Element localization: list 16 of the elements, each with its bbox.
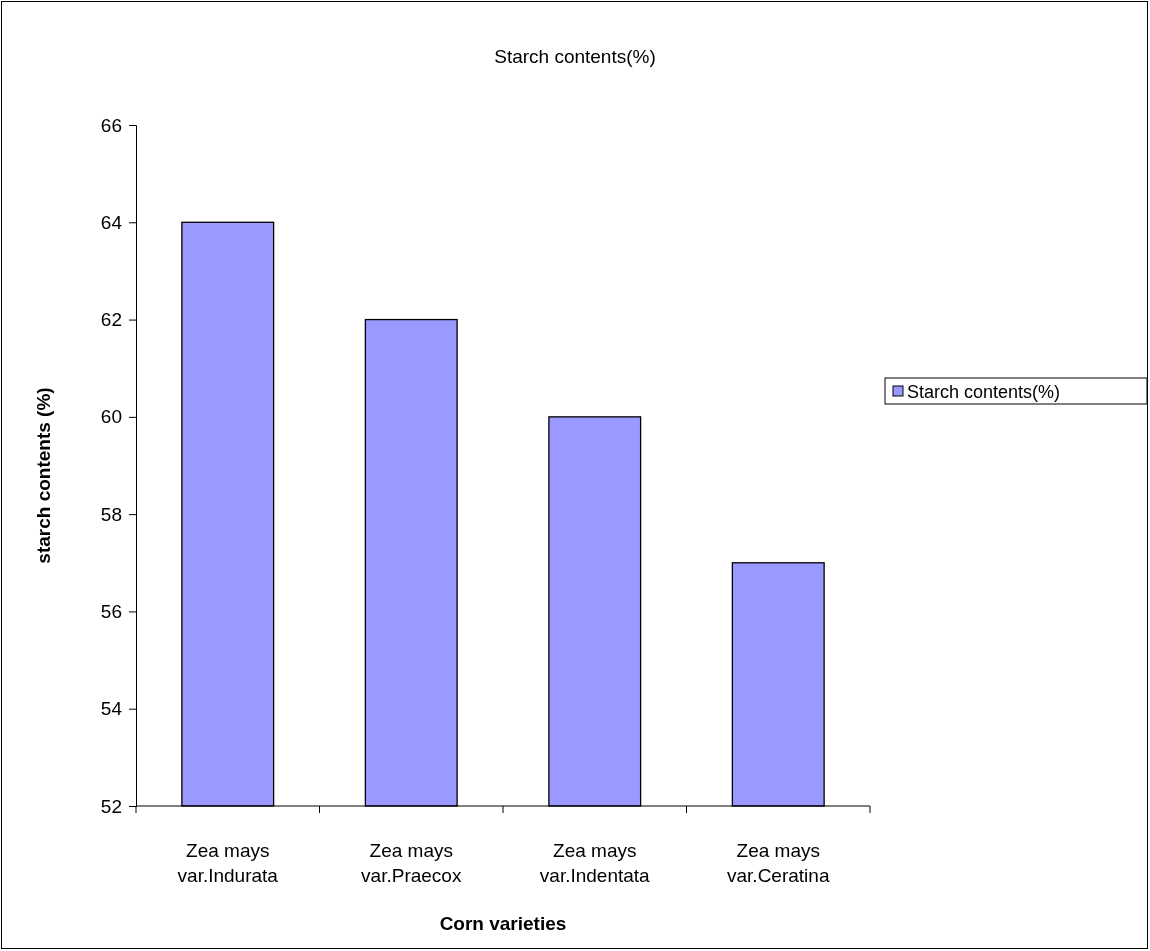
x-axis-title: Corn varieties (439, 913, 567, 934)
y-tick-label: 58 (100, 503, 122, 525)
x-tick-label: Zea mays var.Indurata (177, 840, 279, 886)
x-tick-label: Zea mays var.Indentata (539, 840, 651, 886)
x-tick-label: Zea mays var.Praecox (361, 840, 462, 886)
y-tick-label: 54 (100, 698, 123, 720)
x-tick-label: Zea mays var.Ceratina (727, 840, 830, 886)
y-tick-label: 60 (100, 406, 122, 428)
y-tick-label: 64 (100, 211, 123, 233)
legend-label: Starch contents(%) (907, 382, 1061, 402)
y-tick-label: 62 (100, 309, 122, 331)
chart-title: Starch contents(%) (494, 46, 656, 67)
y-tick-label: 66 (100, 114, 122, 136)
y-axis-title: starch contents (%) (33, 387, 54, 564)
y-tick-label: 56 (100, 601, 122, 623)
y-tick-label: 52 (100, 795, 122, 817)
